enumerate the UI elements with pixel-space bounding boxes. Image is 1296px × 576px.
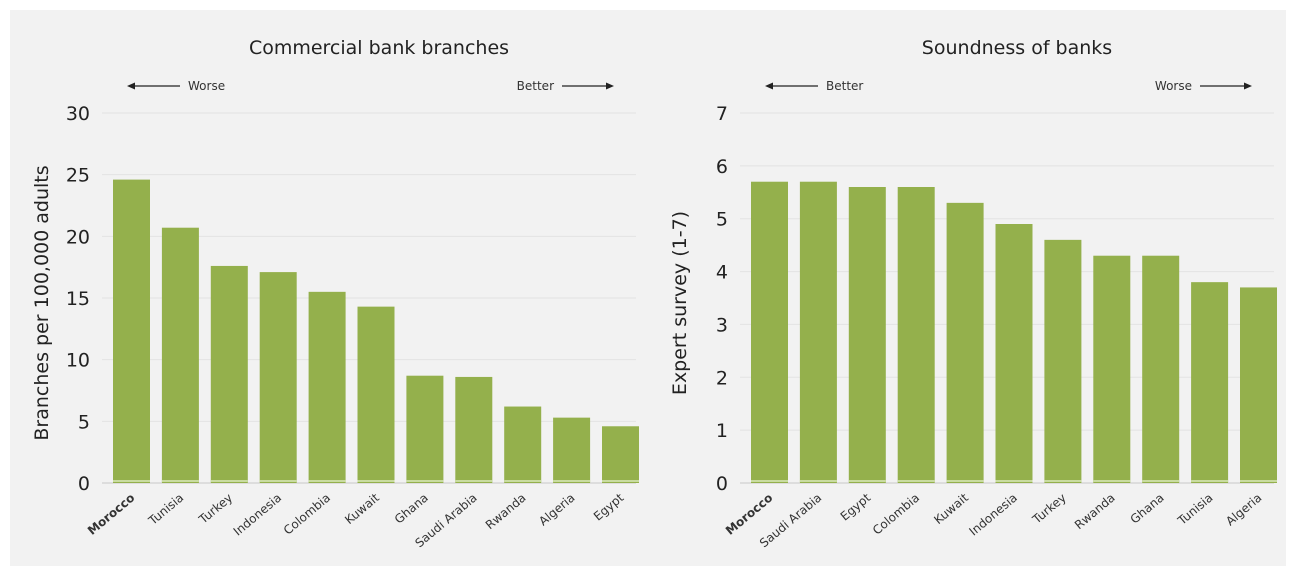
y-tick-label: 5 bbox=[78, 411, 90, 433]
bar-base-line bbox=[946, 480, 984, 482]
chart-title: Soundness of banks bbox=[922, 37, 1112, 59]
bar-base-line bbox=[1142, 480, 1180, 482]
category-label: Tunisia bbox=[1174, 491, 1215, 529]
bar-kuwait bbox=[946, 202, 984, 483]
category-label: Kuwait bbox=[931, 490, 971, 527]
bar-kuwait bbox=[357, 306, 395, 483]
bar-algeria bbox=[553, 417, 591, 483]
y-tick-label: 2 bbox=[716, 367, 728, 389]
bar-rwanda bbox=[1093, 255, 1131, 483]
bar-base-line bbox=[259, 480, 297, 482]
bar-morocco bbox=[113, 179, 150, 483]
y-tick-label: 30 bbox=[66, 103, 90, 125]
y-tick-label: 6 bbox=[716, 156, 728, 178]
bar-base-line bbox=[1240, 480, 1277, 482]
category-label: Colombia bbox=[870, 491, 922, 538]
category-label: Turkey bbox=[1029, 491, 1069, 527]
chart-title: Commercial bank branches bbox=[249, 37, 509, 59]
bar-egypt bbox=[848, 187, 886, 483]
bar-tunisia bbox=[161, 227, 199, 483]
bar-morocco bbox=[751, 181, 788, 483]
category-label: Algeria bbox=[536, 491, 577, 529]
bar-base-line bbox=[799, 480, 837, 482]
bar-algeria bbox=[1240, 287, 1277, 483]
category-label: Morocco bbox=[85, 491, 138, 538]
bar-base-line bbox=[1191, 480, 1229, 482]
branches-chart: Commercial bank branches Worse Better 0 5 10 1… bbox=[31, 37, 639, 550]
bar-ghana bbox=[1142, 255, 1180, 483]
y-tick-label: 3 bbox=[716, 314, 728, 336]
bar-egypt bbox=[602, 426, 639, 483]
y-tick-label: 4 bbox=[716, 262, 728, 284]
category-label: Ghana bbox=[1128, 491, 1167, 527]
bar-base-line bbox=[553, 480, 591, 482]
category-label: Egypt bbox=[591, 490, 627, 523]
right-arrow-label: Better bbox=[517, 79, 554, 93]
y-tick-label: 5 bbox=[716, 209, 728, 231]
left-arrow-label: Better bbox=[826, 79, 863, 93]
bar-base-line bbox=[848, 480, 886, 482]
soundness-chart: Soundness of banks Better Worse 0 1 2 3 4 5 6 7 Exp… bbox=[669, 37, 1277, 550]
y-axis-label: Branches per 100,000 adults bbox=[31, 165, 53, 440]
bar-base-line bbox=[995, 480, 1033, 482]
category-label: Algeria bbox=[1223, 491, 1264, 529]
y-tick-label: 15 bbox=[66, 288, 90, 310]
left-arrow-label: Worse bbox=[188, 79, 225, 93]
category-label: Tunisia bbox=[145, 491, 186, 529]
bar-saudi-arabia bbox=[455, 376, 493, 483]
category-label: Indonesia bbox=[231, 491, 284, 539]
bar-base-line bbox=[1093, 480, 1131, 482]
y-axis-label: Expert survey (1-7) bbox=[669, 211, 691, 395]
bar-indonesia bbox=[259, 272, 297, 483]
bar-base-line bbox=[751, 480, 788, 482]
y-tick-label: 10 bbox=[66, 350, 90, 372]
chart-panel: Commercial bank branches Worse Better 0 5 10 1… bbox=[10, 10, 1286, 566]
category-label: Rwanda bbox=[483, 491, 529, 533]
right-arrow-label: Worse bbox=[1155, 79, 1192, 93]
bar-base-line bbox=[357, 480, 395, 482]
right-arrow-icon bbox=[606, 82, 614, 90]
left-arrow-icon bbox=[127, 82, 135, 90]
bar-turkey bbox=[210, 265, 248, 483]
bar-tunisia bbox=[1191, 282, 1229, 483]
category-label: Indonesia bbox=[966, 491, 1019, 539]
bar-base-line bbox=[161, 480, 199, 482]
bar-base-line bbox=[455, 480, 493, 482]
category-label: Colombia bbox=[281, 491, 333, 538]
bar-saudi-arabia bbox=[799, 181, 837, 483]
left-arrow-icon bbox=[765, 82, 773, 90]
y-tick-label: 0 bbox=[716, 473, 728, 495]
bar-base-line bbox=[897, 480, 935, 482]
bar-base-line bbox=[308, 480, 346, 482]
bar-colombia bbox=[308, 291, 346, 483]
bar-base-line bbox=[1044, 480, 1082, 482]
y-tick-label: 0 bbox=[78, 473, 90, 495]
bar-base-line bbox=[504, 480, 542, 482]
y-tick-label: 1 bbox=[716, 420, 728, 442]
bar-base-line bbox=[406, 480, 444, 482]
bar-rwanda bbox=[504, 406, 542, 483]
category-label: Rwanda bbox=[1072, 491, 1118, 533]
category-label: Ghana bbox=[392, 491, 431, 527]
y-tick-label: 7 bbox=[716, 103, 728, 125]
bar-turkey bbox=[1044, 239, 1082, 483]
bar-base-line bbox=[210, 480, 248, 482]
category-label: Turkey bbox=[196, 491, 236, 527]
right-arrow-icon bbox=[1244, 82, 1252, 90]
category-label: Kuwait bbox=[342, 490, 382, 527]
bar-indonesia bbox=[995, 224, 1033, 483]
y-tick-label: 20 bbox=[66, 226, 90, 248]
y-tick-label: 25 bbox=[66, 165, 90, 187]
bar-base-line bbox=[113, 480, 150, 482]
category-label: Egypt bbox=[838, 490, 874, 523]
bar-base-line bbox=[602, 480, 639, 482]
bar-ghana bbox=[406, 375, 444, 483]
bar-colombia bbox=[897, 187, 935, 483]
